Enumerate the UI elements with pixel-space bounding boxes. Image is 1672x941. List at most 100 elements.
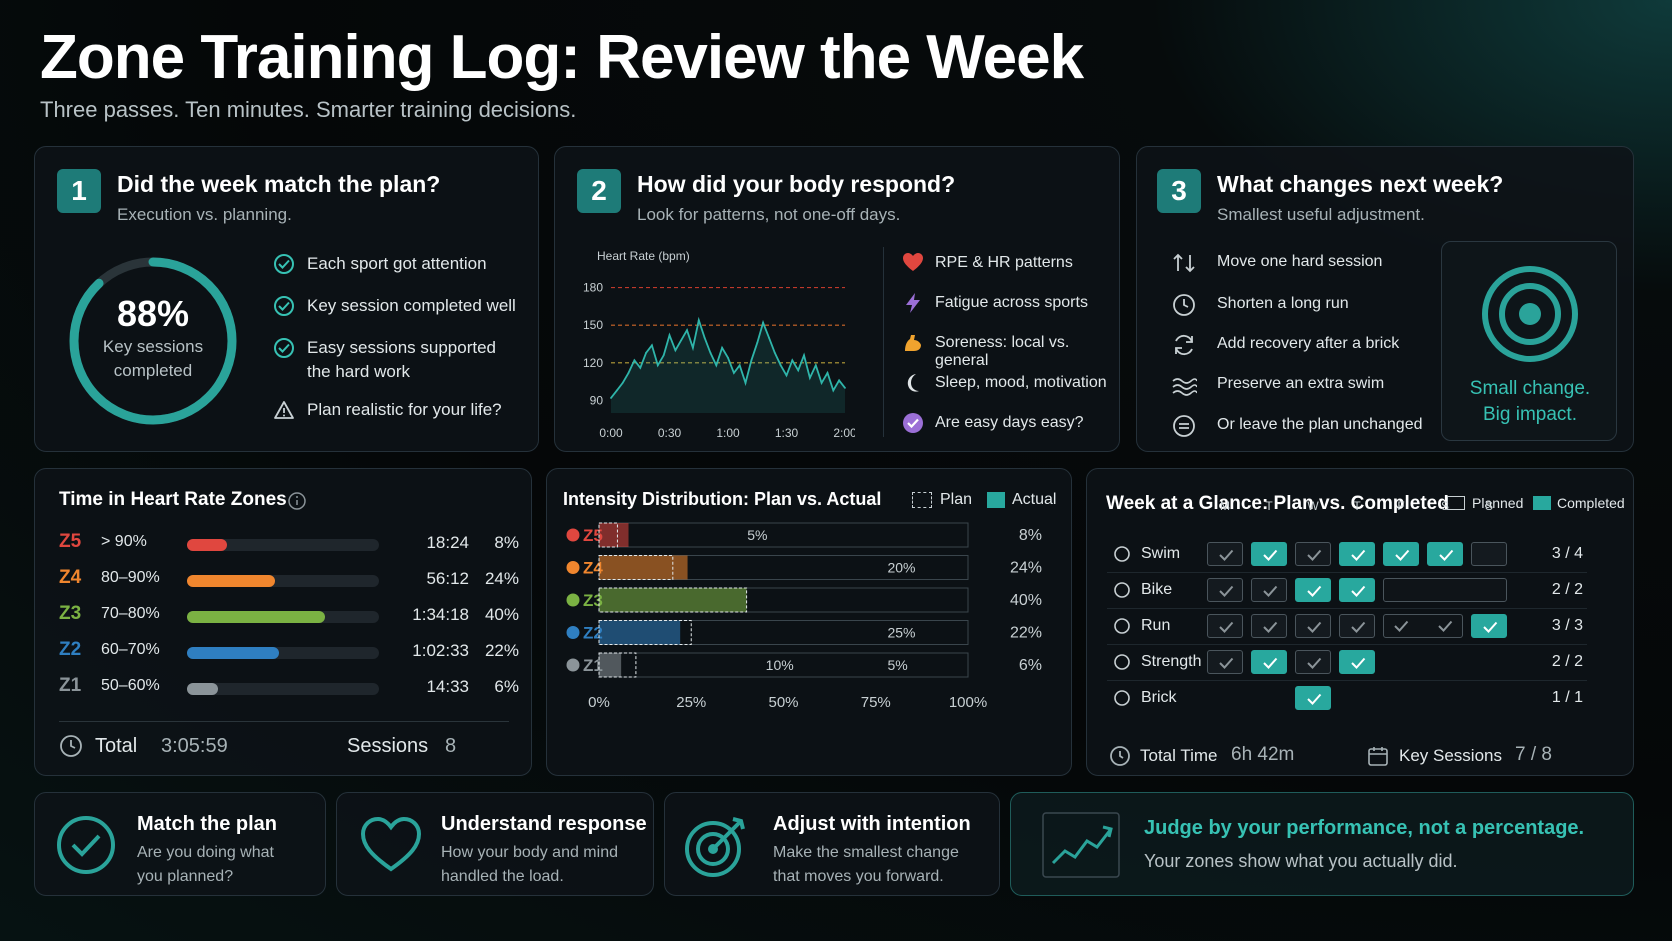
plan-label: 5% [887, 657, 907, 673]
hr-point [651, 344, 653, 347]
zone-label: Z1 [59, 675, 82, 696]
hr-point [838, 379, 841, 382]
clock-icon [1110, 746, 1130, 766]
day-planned [1207, 578, 1243, 602]
hr-point [662, 354, 665, 357]
tip-line-2: that moves you forward. [773, 868, 944, 885]
check-icon [1439, 549, 1454, 561]
sport-score: 3 / 3 [1551, 617, 1583, 634]
day-completed [1427, 542, 1463, 566]
response-item-text: RPE & HR patterns [935, 254, 1073, 271]
callout-box: Small change. Big impact. [1441, 241, 1617, 441]
y-tick-label: 120 [583, 356, 603, 370]
card-plan-match: 1 Did the week match the plan? Execution… [34, 146, 539, 452]
sport-label: Swim [1141, 545, 1181, 562]
shoe-icon [1111, 616, 1133, 636]
check-icon [1263, 621, 1278, 633]
zone-percent: 6% [494, 677, 519, 696]
check-icon [1263, 657, 1278, 669]
sport-label: Bike [1141, 581, 1173, 598]
x-tick-label: 25% [676, 694, 706, 711]
x-tick-label: 0:30 [658, 426, 682, 440]
hr-point [709, 351, 712, 354]
hr-point [785, 374, 788, 377]
zones-title: Time in Heart Rate Zones [59, 489, 287, 510]
check-icon [1263, 585, 1278, 597]
total-time-label: Total Time [1140, 746, 1218, 765]
check-circle-icon [903, 413, 923, 433]
tip-card-understand-response: Understand response How your body and mi… [336, 792, 654, 896]
plan-label: 10% [766, 657, 794, 673]
hr-chart-label: Heart Rate (bpm) [597, 249, 690, 263]
legend-completed: Completed [1557, 495, 1625, 511]
waves-icon [1172, 378, 1197, 396]
hr-point [656, 364, 659, 367]
legend-actual: Actual [1012, 491, 1057, 508]
card-subtitle: Look for patterns, not one-off days. [637, 205, 901, 224]
tip-card-match-plan: Match the plan Are you doing what you pl… [34, 792, 326, 896]
tip-card-adjust-intention: Adjust with intention Make the smallest … [664, 792, 1000, 896]
hr-point [715, 364, 718, 367]
hr-point [744, 381, 747, 384]
check-icon [1219, 657, 1234, 669]
day-planned [1295, 542, 1331, 566]
total-time-value: 6h 42m [1231, 744, 1295, 765]
info-icon[interactable] [287, 491, 307, 511]
x-tick-label: 50% [768, 694, 798, 711]
check-mark [1427, 614, 1463, 643]
change-item-text: Shorten a long run [1217, 295, 1349, 312]
check-mark [1383, 614, 1419, 643]
actual-bar [599, 653, 622, 677]
legend-plan-swatch [912, 492, 932, 508]
hr-point [727, 356, 729, 359]
check-icon [1351, 621, 1366, 633]
plan-bar [598, 587, 748, 613]
y-tick-label: 150 [583, 318, 603, 332]
ring-value: 88% [116, 293, 190, 334]
card-heart-rate-zones: Time in Heart Rate Zones Z5 > 90% 18:24 8% Z… [34, 468, 532, 776]
legend-plan: Plan [940, 491, 973, 508]
actual-label: 6% [1019, 657, 1042, 674]
completion-ring [69, 257, 237, 425]
day-planned [1207, 542, 1243, 566]
hr-point [639, 366, 642, 369]
card-title: What changes next week? [1217, 171, 1504, 197]
zone-percent: 8% [494, 533, 519, 552]
sessions-value: 8 [445, 735, 457, 757]
hr-point [697, 319, 700, 322]
tip-line-1: How your body and mind [441, 844, 618, 861]
callout-line-2: Big impact. [1483, 404, 1577, 425]
x-tick-label: 100% [949, 694, 987, 711]
actual-bar [599, 555, 688, 580]
zone-time: 14:33 [426, 677, 469, 696]
day-label: S [1440, 499, 1449, 513]
hr-point [668, 334, 671, 337]
x-tick-label: 0:00 [599, 426, 623, 440]
sport-score: 3 / 4 [1551, 545, 1583, 562]
sport-score: 1 / 1 [1551, 689, 1583, 706]
brick-icon [1111, 688, 1133, 708]
plan-label: 5% [747, 527, 767, 543]
hr-point [756, 341, 759, 344]
zone-label: Z3 [59, 603, 82, 624]
sport-label: Brick [1141, 689, 1177, 706]
check-icon [1394, 620, 1409, 632]
sport-label: Strength [1141, 653, 1202, 670]
divider [883, 247, 884, 437]
x-tick-label: 75% [861, 694, 891, 711]
check-circle-icon [274, 254, 294, 274]
card-subtitle: Smallest useful adjustment. [1217, 205, 1425, 224]
swim-icon [1111, 544, 1133, 564]
day-planned [1339, 614, 1375, 638]
row-divider [1107, 644, 1587, 645]
day-completed [1383, 542, 1419, 566]
zone-label: Z5 [59, 531, 82, 552]
card-intensity-distribution: Intensity Distribution: Plan vs. Actual … [546, 468, 1072, 776]
zone-row: Z3 70–80% 1:34:18 40% [59, 600, 519, 630]
zone-percent: 40% [484, 605, 519, 624]
check-circle-icon [274, 338, 294, 358]
zone-label: Z4 [59, 567, 82, 588]
bar-track [598, 522, 969, 548]
day-completed [1339, 578, 1375, 602]
hr-point [633, 359, 636, 362]
